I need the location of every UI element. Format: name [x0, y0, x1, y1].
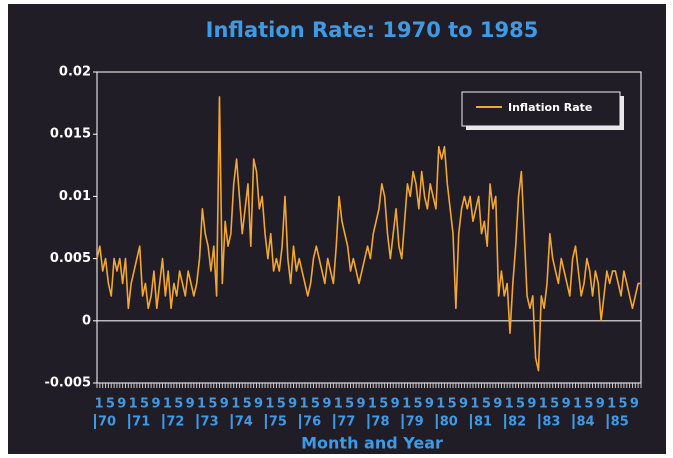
year-label: 73 [201, 415, 219, 430]
month-label: 9 [357, 397, 366, 412]
month-label: 9 [220, 397, 229, 412]
month-label: 9 [425, 397, 434, 412]
month-label: 5 [413, 397, 422, 412]
month-label: 1 [436, 397, 445, 412]
year-label: 70 [98, 415, 116, 430]
month-label: 9 [459, 397, 468, 412]
year-label: 80 [440, 415, 458, 430]
month-label: 9 [562, 397, 571, 412]
month-label: 9 [254, 397, 263, 412]
y-tick-label: 0.02 [59, 65, 91, 80]
legend-label: Inflation Rate [508, 101, 592, 114]
month-label: 5 [448, 397, 457, 412]
y-tick-label: 0.01 [59, 189, 91, 204]
chart-title: Inflation Rate: 1970 to 1985 [206, 18, 539, 42]
year-label: 76 [303, 415, 321, 430]
month-label: 5 [243, 397, 252, 412]
year-label: 79 [406, 415, 424, 430]
y-tick-label: 0 [82, 313, 91, 328]
month-label: 9 [322, 397, 331, 412]
month-label: 5 [482, 397, 491, 412]
month-label: 1 [334, 397, 343, 412]
year-label: 84 [576, 415, 594, 430]
month-label: 1 [573, 397, 582, 412]
month-label: 5 [584, 397, 593, 412]
month-label: 5 [516, 397, 525, 412]
month-label: 1 [470, 397, 479, 412]
month-label: 9 [596, 397, 605, 412]
month-label: 5 [277, 397, 286, 412]
month-label: 1 [539, 397, 548, 412]
month-label: 5 [550, 397, 559, 412]
month-label: 5 [140, 397, 149, 412]
month-label: 1 [231, 397, 240, 412]
month-label: 1 [129, 397, 138, 412]
year-label: 81 [474, 415, 492, 430]
year-label: 72 [166, 415, 184, 430]
month-label: 1 [505, 397, 514, 412]
year-label: 85 [611, 415, 629, 430]
x-axis-label: Month and Year [301, 434, 443, 453]
month-label: 9 [288, 397, 297, 412]
year-label: 83 [542, 415, 560, 430]
month-label: 1 [402, 397, 411, 412]
year-label: 78 [371, 415, 389, 430]
year-label: 75 [269, 415, 287, 430]
y-tick-label: 0.005 [50, 251, 91, 266]
month-label: 5 [106, 397, 115, 412]
month-label: 9 [391, 397, 400, 412]
month-label: 5 [311, 397, 320, 412]
month-label: 9 [493, 397, 502, 412]
month-label: 1 [368, 397, 377, 412]
month-label: 5 [345, 397, 354, 412]
month-label: 9 [186, 397, 195, 412]
month-label: 9 [527, 397, 536, 412]
y-tick-label: -0.005 [44, 376, 91, 391]
month-label: 9 [630, 397, 639, 412]
year-label: 71 [132, 415, 150, 430]
month-label: 9 [151, 397, 160, 412]
month-label: 1 [163, 397, 172, 412]
month-label: 5 [379, 397, 388, 412]
month-label: 1 [265, 397, 274, 412]
month-label: 1 [607, 397, 616, 412]
month-label: 1 [197, 397, 206, 412]
month-label: 5 [208, 397, 217, 412]
month-label: 1 [94, 397, 103, 412]
plot-frame [96, 71, 642, 384]
year-label: 74 [235, 415, 253, 430]
month-label: 9 [117, 397, 126, 412]
month-label: 1 [300, 397, 309, 412]
month-label: 5 [619, 397, 628, 412]
legend-box [461, 91, 621, 127]
year-label: 82 [508, 415, 526, 430]
month-label: 5 [174, 397, 183, 412]
line [96, 96, 641, 372]
y-tick-label: 0.015 [50, 127, 91, 142]
year-label: 77 [337, 415, 355, 430]
